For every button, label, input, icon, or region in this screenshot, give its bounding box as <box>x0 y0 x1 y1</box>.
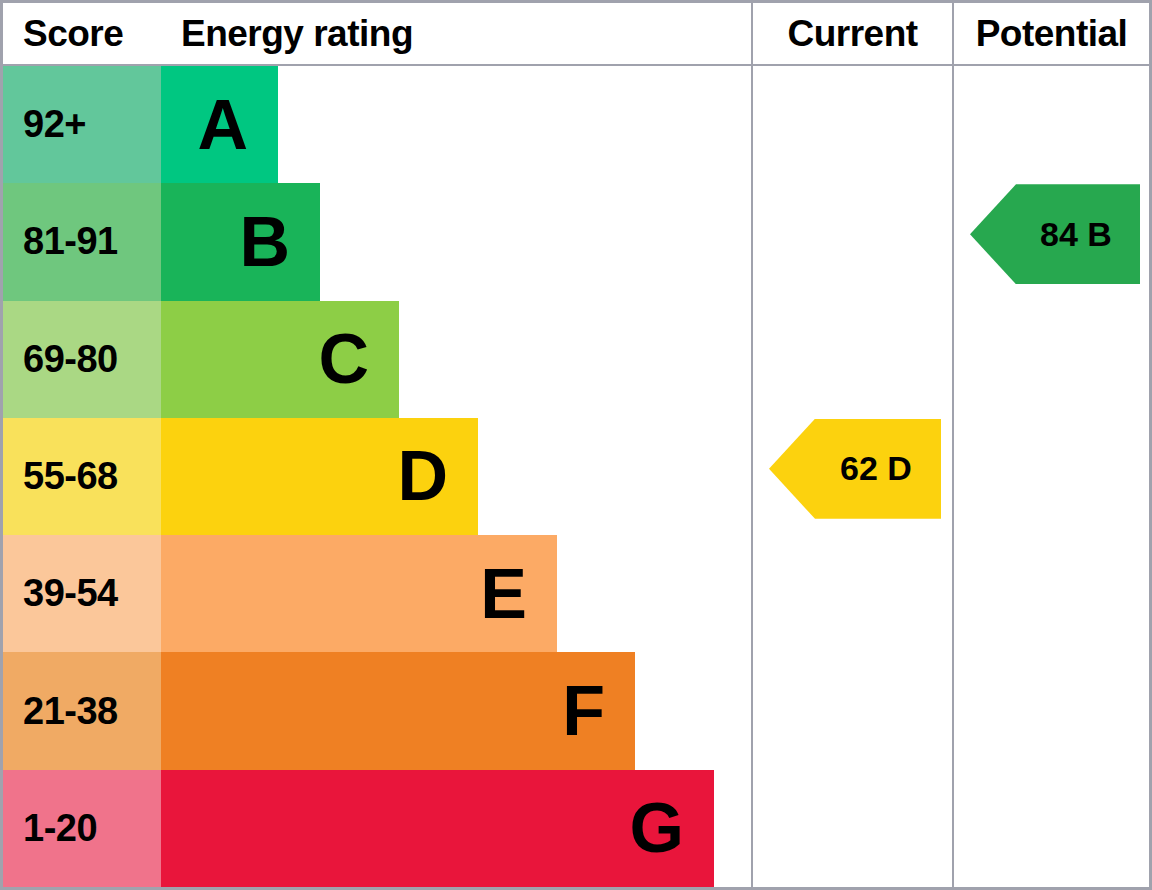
band-bar-d: D <box>161 418 478 535</box>
potential-column-cell <box>952 418 1149 535</box>
score-range-label: 81-91 <box>3 183 161 300</box>
band-bar-a: A <box>161 66 278 183</box>
current-column-cell: 62 D <box>751 418 952 535</box>
band-letter: G <box>630 793 684 863</box>
score-range-label: 39-54 <box>3 535 161 652</box>
band-bar-b: B <box>161 183 320 300</box>
current-rating-arrow: 62 D <box>769 419 941 519</box>
epc-rating-chart: Score Energy rating Current Potential 92… <box>0 0 1152 890</box>
band-letter: E <box>480 559 527 629</box>
potential-column-cell <box>952 535 1149 652</box>
band-bar-g: G <box>161 770 714 887</box>
potential-column-cell <box>952 770 1149 887</box>
potential-column-cell <box>952 652 1149 769</box>
band-letter: A <box>197 90 248 160</box>
current-column-cell <box>751 535 952 652</box>
rating-bar-track: C <box>161 301 751 418</box>
band-bar-f: F <box>161 652 635 769</box>
current-column-cell <box>751 770 952 887</box>
band-letter: B <box>239 207 290 277</box>
header-potential: Potential <box>952 3 1149 64</box>
potential-rating-arrow: 84 B <box>970 184 1140 284</box>
score-range-label: 92+ <box>3 66 161 183</box>
band-row-g: 1-20 G <box>3 770 1149 887</box>
band-letter: F <box>562 676 605 746</box>
header-current: Current <box>751 3 952 64</box>
band-row-d: 55-68 D 62 D <box>3 418 1149 535</box>
header-row: Score Energy rating Current Potential <box>3 3 1149 66</box>
score-range-label: 69-80 <box>3 301 161 418</box>
score-range-label: 21-38 <box>3 652 161 769</box>
band-row-f: 21-38 F <box>3 652 1149 769</box>
band-letter: C <box>318 324 369 394</box>
chart-body: 92+ A 81-91 B 84 B 69-80 C 55-68 D 62 D 39-54 E 21-3… <box>3 66 1149 887</box>
band-row-b: 81-91 B 84 B <box>3 183 1149 300</box>
current-column-cell <box>751 183 952 300</box>
score-range-label: 1-20 <box>3 770 161 887</box>
band-letter: D <box>397 441 448 511</box>
current-rating-label: 62 D <box>840 449 912 488</box>
rating-bar-track: D <box>161 418 751 535</box>
current-column-cell <box>751 301 952 418</box>
current-column-cell <box>751 652 952 769</box>
band-row-c: 69-80 C <box>3 301 1149 418</box>
potential-column-cell <box>952 66 1149 183</box>
potential-column-cell <box>952 301 1149 418</box>
rating-bar-track: E <box>161 535 751 652</box>
header-score: Score <box>3 3 161 64</box>
rating-bar-track: B <box>161 183 751 300</box>
header-energy-rating: Energy rating <box>161 3 751 64</box>
potential-rating-label: 84 B <box>1040 215 1112 254</box>
band-bar-e: E <box>161 535 557 652</box>
current-column-cell <box>751 66 952 183</box>
band-row-e: 39-54 E <box>3 535 1149 652</box>
rating-bar-track: G <box>161 770 751 887</box>
rating-bar-track: A <box>161 66 751 183</box>
score-range-label: 55-68 <box>3 418 161 535</box>
rating-bar-track: F <box>161 652 751 769</box>
band-row-a: 92+ A <box>3 66 1149 183</box>
band-bar-c: C <box>161 301 399 418</box>
potential-column-cell: 84 B <box>952 183 1149 300</box>
